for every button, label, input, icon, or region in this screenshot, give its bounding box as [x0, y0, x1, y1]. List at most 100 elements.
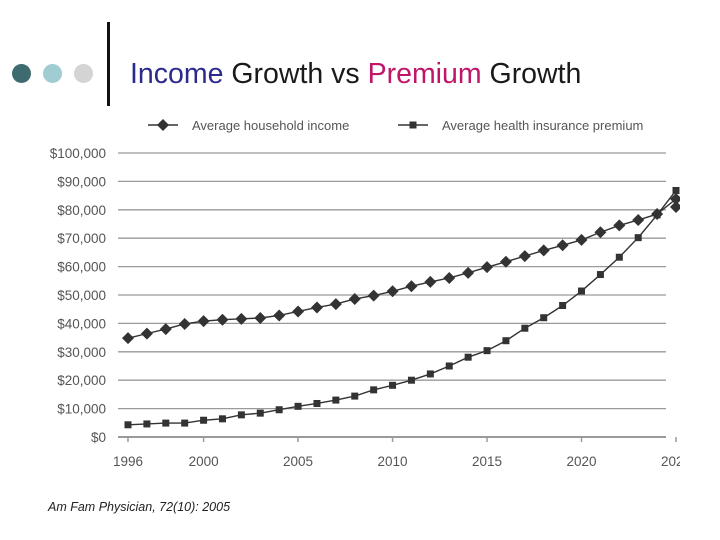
income-data-point	[594, 226, 607, 239]
income-data-point	[518, 250, 531, 263]
income-data-point	[386, 285, 399, 298]
income-data-point	[348, 292, 361, 305]
x-tick-label: 1996	[113, 454, 143, 469]
premium-data-point	[653, 211, 661, 219]
x-tick-label: 2020	[566, 454, 596, 469]
title-divider-bar	[107, 22, 110, 106]
legend-label: Average household income	[192, 118, 349, 133]
income-data-point	[575, 233, 588, 246]
chart-series	[122, 186, 680, 429]
income-data-point	[292, 305, 305, 318]
premium-data-point	[313, 399, 321, 407]
premium-data-point	[256, 409, 264, 417]
citation-volume: , 72(10): 2005	[152, 500, 231, 514]
income-data-point	[140, 327, 153, 340]
y-tick-label: $100,000	[50, 146, 106, 161]
title-premium-word: Premium	[367, 58, 482, 90]
premium-data-point	[483, 347, 491, 355]
income-data-point	[367, 289, 380, 302]
premium-data-point	[559, 302, 567, 310]
premium-data-point	[332, 396, 340, 404]
slide-title: Income Growth vs Premium Growth	[130, 58, 581, 91]
gray-dot	[74, 64, 93, 83]
legend-diamond-marker	[157, 119, 169, 131]
income-data-point	[424, 275, 437, 288]
premium-data-point	[596, 271, 604, 279]
x-tick-label: 2005	[283, 454, 313, 469]
premium-data-point	[502, 337, 510, 345]
y-tick-label: $40,000	[57, 316, 106, 331]
y-tick-label: $90,000	[57, 174, 106, 189]
premium-data-point	[294, 402, 302, 410]
income-data-point	[443, 271, 456, 284]
premium-data-point	[200, 416, 208, 424]
premium-data-point	[275, 406, 283, 414]
income-data-point	[670, 200, 680, 213]
title-connector-text: Growth vs	[223, 58, 368, 90]
income-data-point	[499, 255, 512, 268]
income-data-point	[670, 193, 680, 206]
premium-data-point	[521, 324, 529, 332]
income-vs-premium-chart: Average household income Average health i…	[50, 118, 680, 469]
income-data-point	[481, 261, 494, 274]
income-data-point	[254, 312, 267, 325]
y-axis-tick-labels: $0 $10,000 $20,000 $30,000 $40,000 $50,000 $60…	[50, 146, 106, 445]
premium-data-point	[237, 411, 245, 419]
premium-data-point	[162, 419, 170, 427]
series-line	[127, 198, 677, 339]
y-tick-label: $70,000	[57, 231, 106, 246]
income-data-point	[122, 332, 134, 345]
title-income-word: Income	[130, 58, 224, 90]
x-tick-label: 2015	[472, 454, 502, 469]
premium-data-point	[464, 353, 472, 361]
income-data-point	[537, 244, 550, 257]
premium-data-point	[634, 234, 642, 242]
premium-data-point	[445, 362, 453, 370]
premium-data-point	[181, 419, 189, 427]
x-tick-label: 2025	[661, 454, 680, 469]
income-data-point	[235, 312, 248, 325]
income-data-point	[613, 219, 626, 232]
y-tick-label: $10,000	[57, 402, 106, 417]
premium-data-point	[615, 253, 623, 261]
premium-data-point	[124, 421, 132, 429]
slide-decoration-dots	[12, 64, 96, 84]
premium-data-point	[143, 420, 151, 428]
legend-label: Average health insurance premium	[442, 118, 643, 133]
income-data-point	[273, 309, 286, 322]
income-data-point	[159, 323, 172, 336]
y-tick-label: $30,000	[57, 345, 106, 360]
y-tick-label: $50,000	[57, 288, 106, 303]
income-data-point	[329, 298, 342, 311]
income-data-point	[178, 317, 191, 330]
income-data-point	[462, 266, 475, 279]
x-tick-label: 2010	[378, 454, 408, 469]
income-data-point	[405, 280, 418, 293]
x-axis-tick-labels: 1996 2000 2005 2010 2015 2020 2025	[113, 437, 680, 469]
premium-data-point	[426, 370, 434, 378]
income-data-point	[216, 313, 229, 326]
premium-data-point	[672, 186, 680, 194]
light-teal-dot	[43, 64, 62, 83]
premium-data-point	[540, 314, 548, 322]
y-tick-label: $20,000	[57, 373, 106, 388]
dark-teal-dot	[12, 64, 31, 83]
chart-gridlines	[118, 152, 666, 438]
citation-journal: Am Fam Physician	[48, 500, 153, 514]
premium-data-point	[351, 392, 359, 400]
income-data-point	[556, 239, 569, 252]
income-data-point	[310, 301, 323, 314]
premium-data-point	[389, 381, 397, 389]
chart-legend: Average household income Average health i…	[148, 118, 643, 133]
legend-square-marker	[409, 121, 417, 129]
premium-data-point	[578, 287, 586, 295]
income-data-point	[632, 214, 645, 227]
citation-source: Am Fam Physician, 72(10): 2005	[48, 500, 230, 514]
premium-data-point	[370, 386, 378, 394]
y-tick-label: $0	[91, 430, 106, 445]
y-tick-label: $60,000	[57, 260, 106, 275]
premium-data-point	[218, 415, 226, 423]
premium-data-point	[407, 376, 415, 384]
income-data-point	[197, 315, 210, 328]
x-tick-label: 2000	[189, 454, 219, 469]
